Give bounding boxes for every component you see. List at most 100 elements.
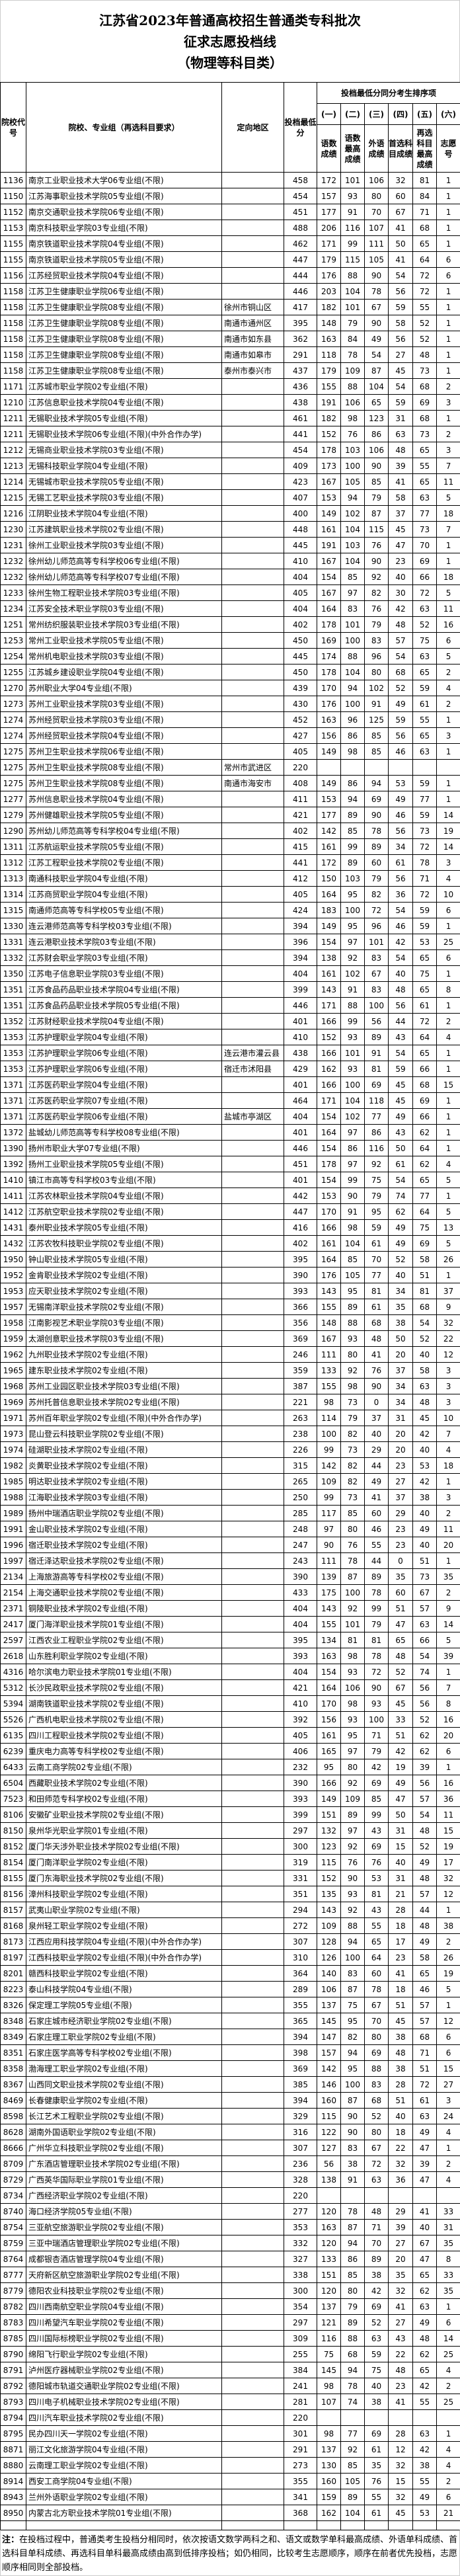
cell-t2: 76 bbox=[341, 426, 365, 442]
cell-t1: 146 bbox=[317, 2077, 341, 2093]
cell-t1: 182 bbox=[317, 411, 341, 426]
cell-t3: 90 bbox=[365, 315, 389, 331]
cell-name: 铜陵职业技术学院02专业组(不限) bbox=[26, 1601, 222, 1617]
cell-t2: 93 bbox=[341, 1029, 365, 1045]
cell-t3: 78 bbox=[365, 284, 389, 300]
cell-t1: 134 bbox=[317, 1632, 341, 1648]
cell-t2: 106 bbox=[341, 1680, 365, 1696]
empty-cell bbox=[365, 2521, 389, 2530]
cell-t3: 78 bbox=[365, 1585, 389, 1601]
cell-t4: 28 bbox=[389, 1902, 413, 1918]
cell-t5: 55 bbox=[413, 2474, 437, 2489]
cell-score: 404 bbox=[284, 1601, 317, 1617]
cell-region bbox=[222, 1553, 284, 1569]
cell-region bbox=[222, 2283, 284, 2299]
cell-t1: 171 bbox=[317, 998, 341, 1014]
cell-t3: 67 bbox=[365, 966, 389, 982]
cell-name: 明达职业技术学院02专业组(不限) bbox=[26, 1474, 222, 1490]
cell-score: 281 bbox=[284, 2394, 317, 2410]
cell-t5: 64 bbox=[413, 1029, 437, 1045]
cell-score: 238 bbox=[284, 1426, 317, 1442]
cell-t4: 63 bbox=[389, 426, 413, 442]
cell-name: 丽江文化旅游学院04专业组(不限) bbox=[26, 2442, 222, 2458]
cell-t1: 166 bbox=[317, 1775, 341, 1791]
cell-t1: 145 bbox=[317, 2013, 341, 2029]
cell-t3: 76 bbox=[365, 601, 389, 617]
cell-region bbox=[222, 236, 284, 252]
cell-region bbox=[222, 1188, 284, 1204]
cell-name: 安徽矿业职业技术学院02专业组(不限) bbox=[26, 1807, 222, 1823]
cell-score: 362 bbox=[284, 331, 317, 347]
empty-cell bbox=[1, 2521, 26, 2530]
cell-score: 399 bbox=[284, 982, 317, 998]
cell-t3: 92 bbox=[365, 1156, 389, 1172]
cell-code: 1155 bbox=[1, 252, 26, 268]
cell-t6: 4 bbox=[437, 2442, 460, 2458]
cell-t6: 6 bbox=[437, 268, 460, 284]
cell-region bbox=[222, 2220, 284, 2235]
cell-region bbox=[222, 1696, 284, 1712]
cell-region bbox=[222, 950, 284, 966]
cell-t4: 37 bbox=[389, 1490, 413, 1506]
cell-t6: 2 bbox=[437, 2378, 460, 2394]
cell-score: 359 bbox=[284, 1363, 317, 1379]
cell-t4: 29 bbox=[389, 1506, 413, 1521]
cell-t6: 14 bbox=[437, 1617, 460, 1632]
cell-t4: 15 bbox=[389, 1839, 413, 1855]
cell-t1: 149 bbox=[317, 506, 341, 522]
cell-score: 401 bbox=[284, 1077, 317, 1093]
cell-name: 江苏农林职业技术学院04专业组(不限) bbox=[26, 1188, 222, 1204]
cell-t3: 38 bbox=[365, 2267, 389, 2283]
cell-region bbox=[222, 744, 284, 760]
cell-region bbox=[222, 1283, 284, 1299]
cell-t3: 118 bbox=[365, 1093, 389, 1109]
cell-region bbox=[222, 791, 284, 807]
cell-t2: 86 bbox=[341, 728, 365, 744]
cell-t1: 118 bbox=[317, 347, 341, 363]
cell-region bbox=[222, 2029, 284, 2045]
cell-t1: 176 bbox=[317, 1268, 341, 1283]
cell-score: 461 bbox=[284, 411, 317, 426]
cell-score: 300 bbox=[284, 2283, 317, 2299]
cell-t2: 105 bbox=[341, 2474, 365, 2489]
cell-t5: 71 bbox=[413, 871, 437, 887]
cell-t3: 87 bbox=[365, 506, 389, 522]
cell-region bbox=[222, 2489, 284, 2505]
cell-region bbox=[222, 1236, 284, 1252]
cell-t4: 43 bbox=[389, 1029, 413, 1045]
cell-t2: 95 bbox=[341, 1283, 365, 1299]
cell-t1: 149 bbox=[317, 744, 341, 760]
cell-t5: 62 bbox=[413, 2347, 437, 2362]
cell-t5: 53 bbox=[413, 2505, 437, 2521]
cell-code: 1973 bbox=[1, 1426, 26, 1442]
cell-code: 1251 bbox=[1, 617, 26, 633]
cell-t1: 173 bbox=[317, 458, 341, 474]
cell-t3: 76 bbox=[365, 1363, 389, 1379]
cell-t2: 94 bbox=[341, 490, 365, 506]
cell-name: 南通科技职业学院04专业组(不限) bbox=[26, 871, 222, 887]
cell-code: 1312 bbox=[1, 855, 26, 871]
cell-code: 1372 bbox=[1, 1125, 26, 1141]
cell-t4: 30 bbox=[389, 585, 413, 601]
cell-code: 1332 bbox=[1, 950, 26, 966]
cell-region bbox=[222, 1902, 284, 1918]
cell-t5: 48 bbox=[413, 1394, 437, 1410]
cell-t1 bbox=[317, 2410, 341, 2426]
cell-t6: 1 bbox=[437, 347, 460, 363]
cell-t5: 66 bbox=[413, 569, 437, 585]
cell-t4: 50 bbox=[389, 1141, 413, 1156]
